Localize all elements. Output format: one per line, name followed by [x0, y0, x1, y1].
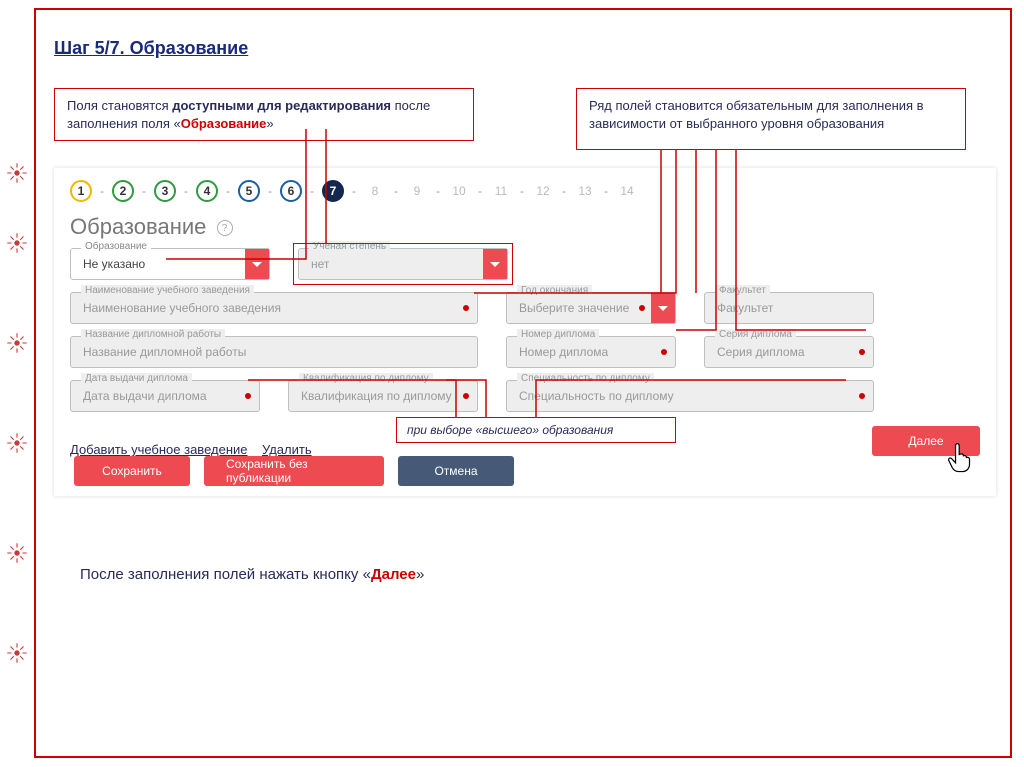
field-placeholder: Дата выдачи диплома — [71, 389, 207, 403]
faculty-input[interactable]: Факультет Факультет — [704, 292, 874, 324]
step-9[interactable]: 9 — [406, 180, 428, 202]
chevron-down-icon[interactable] — [483, 249, 507, 279]
field-label: Квалификация по диплому — [299, 373, 433, 384]
qualification-input[interactable]: Квалификация по диплому Квалификация по … — [288, 380, 478, 412]
step-14[interactable]: 14 — [616, 180, 638, 202]
step-4[interactable]: 4 — [196, 180, 218, 202]
chevron-down-icon[interactable] — [245, 249, 269, 279]
note-text: » — [416, 566, 424, 583]
field-label: Дата выдачи диплома — [81, 373, 192, 384]
diploma-number-input[interactable]: Номер диплома Номер диплома — [506, 336, 676, 368]
thesis-input[interactable]: Название дипломной работы Название дипло… — [70, 336, 478, 368]
field-placeholder: Серия диплома — [705, 345, 805, 359]
institution-input[interactable]: Наименование учебного заведения Наименов… — [70, 292, 478, 324]
step-sep: - — [260, 184, 280, 198]
bottom-buttons: Сохранить Сохранить без публикации Отмен… — [74, 456, 514, 486]
required-dot — [463, 305, 469, 311]
step-3[interactable]: 3 — [154, 180, 176, 202]
step-11[interactable]: 11 — [490, 180, 512, 202]
field-label: Серия диплома — [715, 329, 796, 340]
specialty-input[interactable]: Специальность по диплому Специальность п… — [506, 380, 874, 412]
required-dot — [463, 393, 469, 399]
step-13[interactable]: 13 — [574, 180, 596, 202]
field-placeholder: Номер диплома — [507, 345, 608, 359]
next-button[interactable]: Далее — [872, 426, 980, 456]
step-sep: - — [470, 184, 490, 198]
field-label: Образование — [81, 241, 151, 252]
step-5[interactable]: 5 — [238, 180, 260, 202]
step-sep: - — [302, 184, 322, 198]
step-8[interactable]: 8 — [364, 180, 386, 202]
step-sep: - — [92, 184, 112, 198]
callout-editable: Поля становятся доступными для редактиро… — [54, 88, 474, 141]
field-label: Факультет — [715, 285, 770, 296]
required-dot — [859, 349, 865, 355]
section-title: Образование ? — [54, 210, 996, 248]
note-highlight: Далее — [371, 566, 416, 583]
section-title-text: Образование — [70, 214, 206, 239]
field-label: Ученая степень — [309, 241, 390, 252]
field-label: Название дипломной работы — [81, 329, 225, 340]
field-value: Не указано — [71, 257, 145, 271]
callout-text-bold: доступными для редактирования — [172, 98, 391, 113]
required-dot — [639, 305, 645, 311]
outer-frame: Шаг 5/7. Образование Поля становятся дос… — [34, 8, 1012, 758]
field-placeholder: Факультет — [705, 301, 773, 315]
degree-select[interactable]: Ученая степень нет — [298, 248, 508, 280]
help-icon[interactable]: ? — [217, 220, 233, 236]
callout-text: Поля становятся — [67, 98, 172, 113]
step-6[interactable]: 6 — [280, 180, 302, 202]
step-sep: - — [596, 184, 616, 198]
page-title: Шаг 5/7. Образование — [54, 38, 248, 59]
stepper: 1-2-3-4-5-6-7-8-9-10-11-12-13-14 — [54, 168, 996, 210]
chevron-down-icon[interactable] — [651, 293, 675, 323]
add-institution-link[interactable]: Добавить учебное заведение — [70, 442, 248, 457]
step-sep: - — [344, 184, 364, 198]
step-sep: - — [176, 184, 196, 198]
delete-link[interactable]: Удалить — [262, 442, 312, 457]
form-area: Образование Не указано Ученая степень не… — [54, 248, 996, 412]
field-placeholder: Специальность по диплому — [507, 389, 674, 403]
note-text: После заполнения полей нажать кнопку « — [80, 566, 371, 583]
side-decoration — [0, 0, 34, 767]
callout-text: при выборе «высшего» образования — [407, 422, 613, 438]
callout-text: Ряд полей становится обязательным для за… — [589, 98, 924, 131]
field-value: нет — [299, 257, 329, 271]
callout-text-red: Образование — [181, 116, 267, 131]
field-placeholder: Наименование учебного заведения — [71, 301, 281, 315]
callout-required: Ряд полей становится обязательным для за… — [576, 88, 966, 150]
step-sep: - — [512, 184, 532, 198]
step-2[interactable]: 2 — [112, 180, 134, 202]
step-sep: - — [386, 184, 406, 198]
field-label: Наименование учебного заведения — [81, 285, 254, 296]
field-placeholder: Название дипломной работы — [71, 345, 246, 359]
required-dot — [859, 393, 865, 399]
step-10[interactable]: 10 — [448, 180, 470, 202]
callout-higher-ed: при выборе «высшего» образования — [396, 417, 676, 443]
required-dot — [661, 349, 667, 355]
cancel-button[interactable]: Отмена — [398, 456, 514, 486]
field-placeholder: Квалификация по диплому — [289, 389, 452, 403]
save-draft-button[interactable]: Сохранить без публикации — [204, 456, 384, 486]
field-label: Специальность по диплому — [517, 373, 654, 384]
step-7[interactable]: 7 — [322, 180, 344, 202]
save-button[interactable]: Сохранить — [74, 456, 190, 486]
step-sep: - — [428, 184, 448, 198]
app-panel: 1-2-3-4-5-6-7-8-9-10-11-12-13-14 Образов… — [54, 168, 996, 496]
step-1[interactable]: 1 — [70, 180, 92, 202]
field-placeholder: Выберите значение — [507, 301, 629, 315]
education-select[interactable]: Образование Не указано — [70, 248, 270, 280]
callout-text: » — [266, 116, 273, 131]
diploma-series-input[interactable]: Серия диплома Серия диплома — [704, 336, 874, 368]
field-label: Год окончания — [517, 285, 592, 296]
issue-date-input[interactable]: Дата выдачи диплома Дата выдачи диплома — [70, 380, 260, 412]
field-label: Номер диплома — [517, 329, 599, 340]
step-sep: - — [554, 184, 574, 198]
step-12[interactable]: 12 — [532, 180, 554, 202]
required-dot — [245, 393, 251, 399]
step-sep: - — [218, 184, 238, 198]
gradyear-select[interactable]: Год окончания Выберите значение — [506, 292, 676, 324]
step-sep: - — [134, 184, 154, 198]
bottom-note: После заполнения полей нажать кнопку «Да… — [80, 566, 424, 583]
